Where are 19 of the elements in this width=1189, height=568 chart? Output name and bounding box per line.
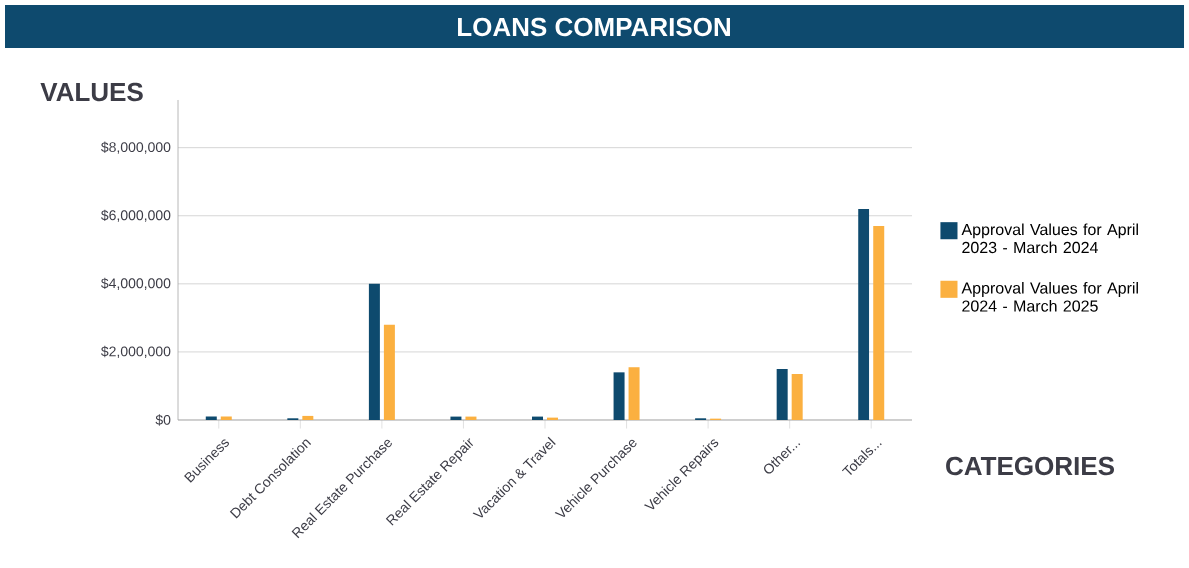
bar: [873, 225, 885, 420]
bar: [858, 208, 870, 420]
chart-title: LOANS COMPARISON: [458, 17, 730, 37]
legend-label: Approval Values for April 2024 - March 2025: [961, 281, 1138, 312]
bar: [791, 374, 803, 420]
y-tick-label: $8,000,000: [101, 141, 171, 154]
y-tick-label: $2,000,000: [101, 345, 171, 358]
bar: [628, 367, 640, 420]
y-tick-label: $4,000,000: [101, 277, 171, 290]
x-axis-title: CATEGORIES: [946, 456, 1115, 476]
y-tick-label: $0: [155, 414, 171, 426]
bar: [613, 372, 625, 420]
y-axis-title: VALUES: [40, 82, 143, 102]
bar: [368, 283, 380, 420]
bar: [776, 368, 788, 420]
legend-label: Approval Values for April 2023 - March 2024: [961, 223, 1138, 254]
bar: [302, 415, 314, 420]
y-tick-label: $6,000,000: [101, 209, 171, 222]
bar: [383, 324, 395, 420]
